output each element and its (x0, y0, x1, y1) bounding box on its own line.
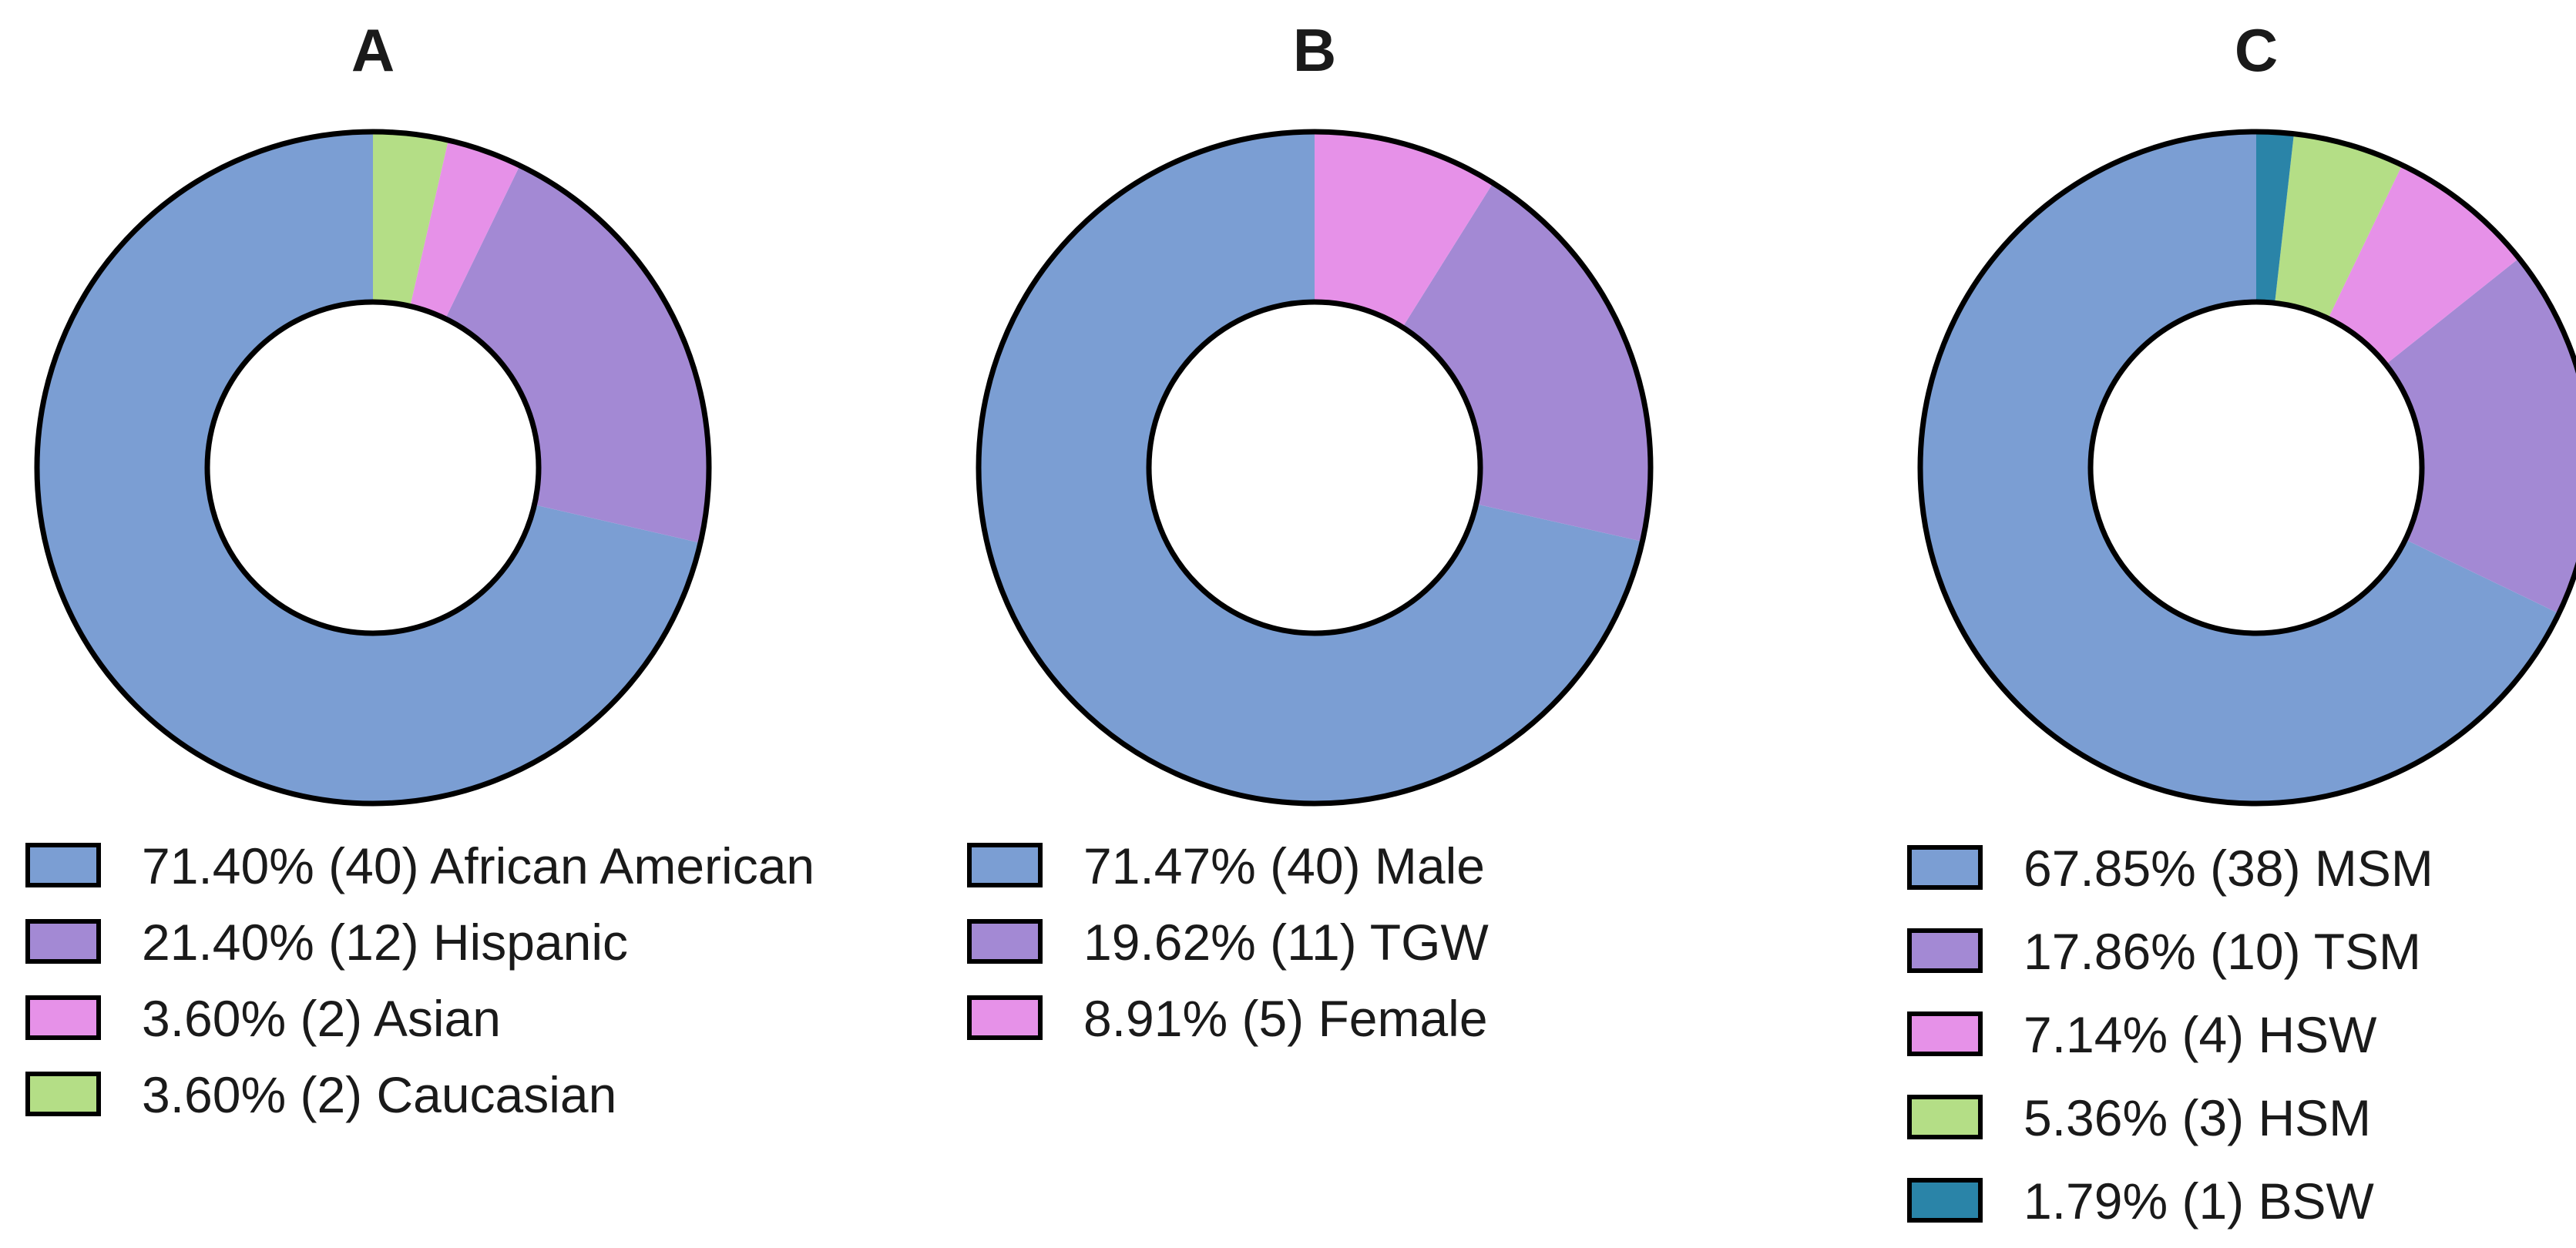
legend-item-hsm: 5.36% (3) HSM (1907, 1089, 2371, 1146)
slice-caucasian (373, 132, 448, 307)
legend-item-asian: 3.60% (2) Asian (25, 990, 501, 1047)
legend-swatch (25, 1072, 101, 1116)
legend-swatch (25, 843, 101, 887)
slice-male (978, 132, 1643, 803)
slice-hsm (2275, 133, 2403, 319)
legend-swatch (967, 843, 1043, 887)
legend-swatch (1907, 1095, 1983, 1139)
legend-label: 3.60% (2) Asian (142, 990, 501, 1047)
legend-label: 71.40% (40) African American (142, 837, 814, 894)
legend-swatch (25, 995, 101, 1040)
donut-outer-ring (976, 129, 1654, 807)
slice-msm (1920, 131, 2559, 804)
donut-outer-ring (1917, 129, 2576, 807)
legend-swatch (1907, 1011, 1983, 1056)
slice-bsw (2256, 132, 2294, 304)
legend-swatch (1907, 928, 1983, 973)
slice-african-american (36, 132, 700, 803)
legend-item-msm: 67.85% (38) MSM (1907, 840, 2433, 897)
legend-swatch (1907, 1178, 1983, 1223)
legend-swatch (967, 919, 1043, 964)
legend-item-tsm: 17.86% (10) TSM (1907, 923, 2421, 980)
panel-b: B 71.47% (40) Male 19.62% (11) TGW 8.91% (5… (967, 16, 1654, 1047)
legend-label: 17.86% (10) TSM (2024, 923, 2421, 980)
legend-item-caucasian: 3.60% (2) Caucasian (25, 1066, 616, 1123)
legend-swatch (25, 919, 101, 964)
legend-item-african-american: 71.40% (40) African American (25, 837, 814, 894)
donut-hole (2087, 299, 2425, 636)
legend-item-male: 71.47% (40) Male (967, 837, 1485, 894)
donut-hole (204, 299, 542, 636)
slice-hispanic (445, 165, 709, 543)
panel-title: C (2235, 16, 2278, 84)
legend-label: 5.36% (3) HSM (2024, 1089, 2371, 1146)
legend-item-hispanic: 21.40% (12) Hispanic (25, 914, 628, 971)
legend-item-tgw: 19.62% (11) TGW (967, 914, 1489, 971)
legend-item-hsw: 7.14% (4) HSW (1907, 1006, 2377, 1063)
legend-swatch (967, 995, 1043, 1040)
slice-female (1315, 132, 1493, 327)
legend-label: 67.85% (38) MSM (2024, 840, 2433, 897)
panel-c: C 67.85% (38) MSM 17.86% (10) TSM 7.14% (4)… (1907, 16, 2576, 1230)
panel-title: B (1293, 16, 1336, 84)
slice-hsw (2328, 165, 2519, 364)
legend-label: 21.40% (12) Hispanic (142, 914, 628, 971)
legend-label: 3.60% (2) Caucasian (142, 1066, 616, 1123)
donut-outer-ring (34, 129, 712, 807)
legend-swatch (1907, 845, 1983, 890)
slice-tgw (1402, 183, 1651, 542)
panel-title: A (351, 16, 395, 84)
slice-tsm (2386, 258, 2576, 614)
legend-item-female: 8.91% (5) Female (967, 990, 1488, 1047)
slice-asian (410, 140, 520, 319)
legend-label: 7.14% (4) HSW (2024, 1006, 2377, 1063)
legend-label: 71.47% (40) Male (1083, 837, 1485, 894)
legend-item-bsw: 1.79% (1) BSW (1907, 1173, 2375, 1230)
legend-label: 1.79% (1) BSW (2024, 1173, 2375, 1230)
donut-hole (1146, 299, 1483, 636)
panel-a: A 71.40% (40) African American 21.40% (12)… (25, 16, 814, 1123)
legend-label: 19.62% (11) TGW (1083, 914, 1489, 971)
legend-label: 8.91% (5) Female (1083, 990, 1488, 1047)
